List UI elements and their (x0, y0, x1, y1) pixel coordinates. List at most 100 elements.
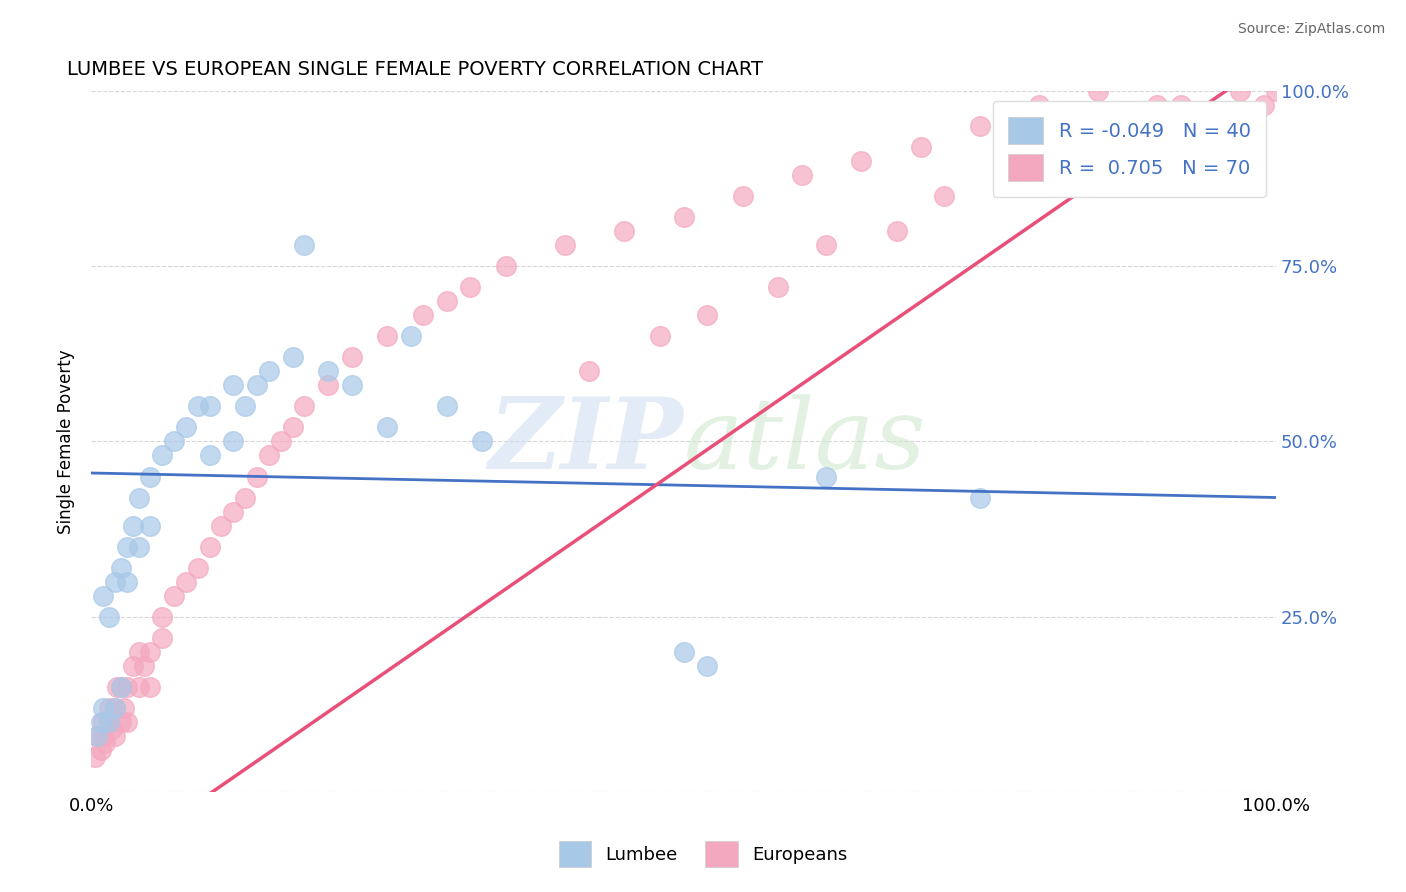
Point (115, 680, 138, 694)
Point (886, 224, 908, 238)
Point (104, 729, 127, 743)
Point (1205, 120, 1227, 134)
Point (121, 658, 143, 673)
Point (246, 469, 269, 483)
Point (1170, 98, 1192, 112)
Point (110, 560, 132, 574)
Point (222, 378, 245, 392)
Point (83, 749, 105, 764)
Point (139, 645, 162, 659)
Point (340, 351, 363, 365)
Point (91, 589, 114, 603)
Point (246, 378, 269, 392)
Point (128, 540, 150, 554)
Point (1253, 98, 1275, 112)
Point (86, 729, 108, 743)
Y-axis label: Single Female Poverty: Single Female Poverty (58, 349, 75, 533)
Point (281, 351, 304, 365)
Point (233, 491, 256, 505)
Point (281, 420, 304, 434)
Point (554, 238, 576, 252)
Point (814, 469, 837, 483)
Point (934, 189, 956, 203)
Point (969, 120, 991, 134)
Point (399, 329, 422, 343)
Point (696, 658, 718, 673)
Text: LUMBEE VS EUROPEAN SINGLE FEMALE POVERTY CORRELATION CHART: LUMBEE VS EUROPEAN SINGLE FEMALE POVERTY… (67, 60, 763, 78)
Point (696, 309, 718, 323)
Point (1004, 169, 1026, 183)
Point (163, 589, 186, 603)
Point (672, 211, 695, 225)
Point (257, 449, 280, 463)
Point (1265, 84, 1288, 98)
Point (101, 722, 124, 736)
Point (90, 714, 112, 729)
Point (257, 364, 280, 378)
Text: ZIP: ZIP (488, 393, 683, 490)
Point (1052, 154, 1074, 169)
Point (121, 518, 143, 533)
Point (128, 491, 150, 505)
Point (1146, 98, 1168, 112)
Point (1229, 84, 1251, 98)
Legend: Lumbee, Europeans: Lumbee, Europeans (551, 834, 855, 874)
Point (90, 742, 112, 756)
Point (163, 434, 186, 449)
Point (110, 680, 132, 694)
Point (910, 140, 932, 154)
Point (790, 169, 813, 183)
Point (187, 560, 209, 574)
Point (110, 714, 132, 729)
Point (377, 329, 399, 343)
Point (198, 400, 221, 414)
Point (436, 400, 458, 414)
Point (316, 364, 339, 378)
Point (97, 714, 120, 729)
Point (150, 449, 173, 463)
Point (150, 609, 173, 624)
Point (198, 449, 221, 463)
Point (768, 280, 790, 294)
Point (198, 540, 221, 554)
Point (412, 309, 434, 323)
Point (115, 574, 138, 589)
Point (150, 631, 173, 645)
Point (340, 378, 363, 392)
Point (139, 680, 162, 694)
Point (211, 518, 233, 533)
Point (1028, 98, 1050, 112)
Point (139, 469, 162, 483)
Point (316, 378, 339, 392)
Point (104, 700, 127, 714)
Point (969, 491, 991, 505)
Text: Source: ZipAtlas.com: Source: ZipAtlas.com (1237, 22, 1385, 37)
Point (174, 574, 197, 589)
Point (578, 364, 600, 378)
Point (1122, 120, 1144, 134)
Legend: R = -0.049   N = 40, R =  0.705   N = 70: R = -0.049 N = 40, R = 0.705 N = 70 (993, 101, 1267, 197)
Point (86, 729, 108, 743)
Point (648, 329, 671, 343)
Point (222, 434, 245, 449)
Point (110, 680, 132, 694)
Point (134, 658, 156, 673)
Point (115, 540, 138, 554)
Point (458, 280, 481, 294)
Point (471, 434, 494, 449)
Point (270, 434, 292, 449)
Point (104, 574, 127, 589)
Point (294, 400, 316, 414)
Point (187, 400, 209, 414)
Point (377, 420, 399, 434)
Point (91, 714, 114, 729)
Point (91, 729, 114, 743)
Point (94, 736, 117, 750)
Point (97, 714, 120, 729)
Point (222, 504, 245, 518)
Point (112, 700, 135, 714)
Point (1087, 84, 1109, 98)
Point (294, 238, 316, 252)
Point (128, 645, 150, 659)
Point (139, 518, 162, 533)
